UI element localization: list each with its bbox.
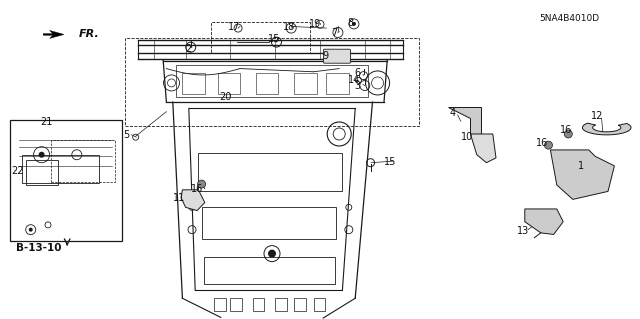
Text: FR.: FR. xyxy=(79,29,100,40)
Bar xyxy=(218,73,240,94)
Text: 5NA4B4010D: 5NA4B4010D xyxy=(540,14,600,23)
Bar xyxy=(253,298,264,311)
Polygon shape xyxy=(550,150,614,199)
Text: 12: 12 xyxy=(591,111,604,122)
Text: 2: 2 xyxy=(186,44,192,54)
Bar xyxy=(125,38,419,126)
Polygon shape xyxy=(470,134,496,163)
Circle shape xyxy=(352,22,356,26)
Text: 15: 15 xyxy=(383,157,396,167)
Polygon shape xyxy=(44,30,64,39)
Bar xyxy=(275,298,287,311)
Text: 16: 16 xyxy=(559,125,572,135)
Text: 17: 17 xyxy=(228,22,241,33)
Bar xyxy=(214,298,226,311)
Text: 1: 1 xyxy=(578,161,584,171)
Bar xyxy=(256,73,278,94)
Bar xyxy=(230,298,242,311)
Text: 5: 5 xyxy=(123,130,129,140)
Text: 18: 18 xyxy=(282,22,295,32)
Text: 3: 3 xyxy=(354,81,360,91)
Bar xyxy=(211,22,310,53)
Bar xyxy=(51,140,115,182)
Text: 14: 14 xyxy=(348,75,360,85)
Bar xyxy=(204,257,335,284)
Bar xyxy=(202,207,336,239)
Text: 22: 22 xyxy=(11,166,24,176)
Circle shape xyxy=(268,249,276,258)
Bar xyxy=(314,298,325,311)
Text: 10: 10 xyxy=(461,131,474,142)
Circle shape xyxy=(545,141,552,149)
Text: 7: 7 xyxy=(331,27,337,38)
Polygon shape xyxy=(181,190,205,211)
Bar xyxy=(294,73,317,94)
Circle shape xyxy=(198,180,205,188)
Text: 9: 9 xyxy=(322,51,328,61)
Text: 19: 19 xyxy=(309,19,322,29)
Text: 16: 16 xyxy=(536,137,548,148)
Text: 4: 4 xyxy=(450,108,456,118)
Bar xyxy=(176,65,368,97)
Text: 15: 15 xyxy=(268,34,280,44)
Bar xyxy=(10,120,122,241)
Bar xyxy=(294,298,306,311)
Text: 20: 20 xyxy=(219,92,232,102)
Text: 13: 13 xyxy=(517,226,530,236)
Polygon shape xyxy=(448,107,481,134)
Circle shape xyxy=(564,130,572,138)
Text: 11: 11 xyxy=(173,193,186,203)
Bar xyxy=(326,73,349,94)
Bar xyxy=(22,155,99,183)
Text: 6: 6 xyxy=(354,68,360,78)
Circle shape xyxy=(38,152,45,158)
Polygon shape xyxy=(525,209,563,234)
Text: B-13-10: B-13-10 xyxy=(15,243,61,253)
Bar xyxy=(198,153,342,191)
FancyBboxPatch shape xyxy=(323,49,351,63)
Text: 16: 16 xyxy=(191,184,204,194)
Circle shape xyxy=(29,228,33,232)
Text: 8: 8 xyxy=(347,18,353,28)
Bar xyxy=(182,73,205,94)
Text: 21: 21 xyxy=(40,117,53,127)
Polygon shape xyxy=(582,123,631,135)
